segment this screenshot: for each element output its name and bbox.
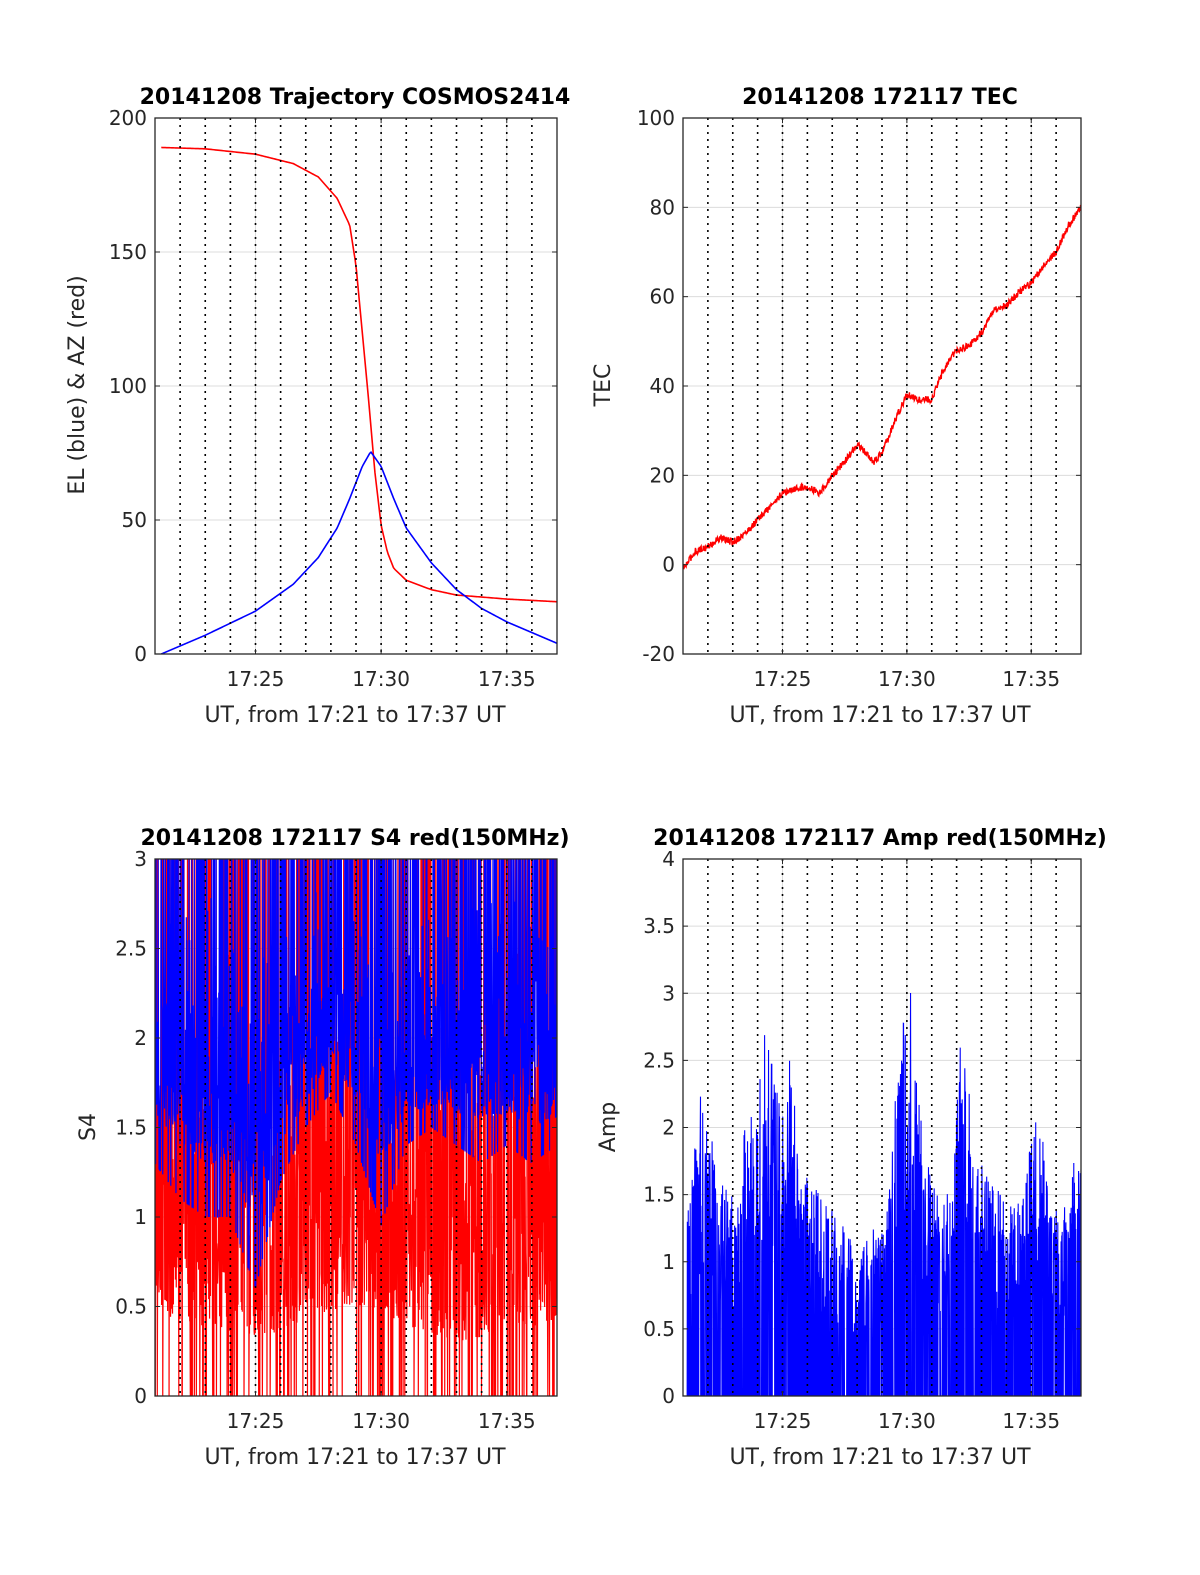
s4-panel: 0 0.5 1 1.5 2 2.5 3 17:25 17:30 17:35 20141208 17… [76,826,570,1470]
series-line-amp [686,993,1081,1396]
x-tick-label: 17:30 [352,1409,410,1433]
y-tick-label: 0 [134,642,147,666]
chart-title: 20141208 Trajectory COSMOS2414 [140,85,571,110]
x-tick-label: 17:25 [227,1409,285,1433]
y-axis-label: S4 [76,1113,101,1141]
x-axis-label: UT, from 17:21 to 17:37 UT [729,703,1031,728]
x-tick-label: 17:35 [1002,1409,1060,1433]
y-tick-label: 20 [650,463,675,487]
y-axis-label: EL (blue) & AZ (red) [65,275,90,494]
y-tick-label: 60 [650,285,675,309]
y-tick-label: 2.5 [115,937,147,961]
y-axis-label: Amp [596,1102,621,1152]
y-tick-label: 1.5 [115,1116,147,1140]
y-tick-label: -20 [642,642,675,666]
y-tick-label: 3 [662,981,675,1005]
y-tick-label: 100 [637,106,675,130]
x-axis-label: UT, from 17:21 to 17:37 UT [204,703,506,728]
y-tick-label: 0 [662,553,675,577]
x-tick-label: 17:35 [478,1409,536,1433]
chart-title: 20141208 172117 Amp red(150MHz) [653,826,1107,851]
x-tick-label: 17:25 [754,667,812,691]
x-tick-label: 17:30 [352,667,410,691]
y-tick-label: 1.5 [643,1183,675,1207]
x-tick-label: 17:30 [878,1409,936,1433]
series-line-azimuth [161,146,557,603]
y-tick-label: 100 [109,374,147,398]
y-tick-label: 50 [122,508,147,532]
y-tick-label: 0 [134,1384,147,1408]
y-tick-label: 40 [650,374,675,398]
series-line-elevation [160,450,557,654]
trajectory-panel: 0 50 100 150 200 17:25 17:30 17:35 20141208 Tra… [65,85,570,728]
y-tick-label: 4 [662,847,675,871]
x-tick-label: 17:30 [878,667,936,691]
y-tick-label: 2 [662,1116,675,1140]
y-tick-label: 1 [134,1205,147,1229]
y-axis-label: TEC [591,364,616,408]
y-tick-label: 0.5 [115,1295,147,1319]
tec-panel: -20 0 20 40 60 80 100 17:25 17:30 17:35 20141208 … [591,85,1082,728]
y-tick-label: 1 [662,1250,675,1274]
y-tick-label: 3.5 [643,914,675,938]
y-tick-label: 3 [134,847,147,871]
y-tick-label: 150 [109,240,147,264]
chart-title: 20141208 172117 S4 red(150MHz) [140,826,569,851]
y-tick-label: 0 [662,1384,675,1408]
y-tick-label: 2 [134,1026,147,1050]
x-tick-label: 17:35 [1002,667,1060,691]
y-tick-label: 2.5 [643,1048,675,1072]
y-tick-label: 0.5 [643,1317,675,1341]
y-tick-label: 200 [109,106,147,130]
chart-title: 20141208 172117 TEC [742,85,1018,110]
x-axis-label: UT, from 17:21 to 17:37 UT [204,1445,506,1470]
series-line-s4-blue [155,859,557,1288]
amp-panel: 0 0.5 1 1.5 2 2.5 3 3.5 4 17:25 17:30 17:35 2014120… [596,826,1107,1470]
x-tick-label: 17:25 [227,667,285,691]
x-tick-label: 17:35 [478,667,536,691]
x-tick-label: 17:25 [754,1409,812,1433]
x-axis-label: UT, from 17:21 to 17:37 UT [729,1445,1031,1470]
y-tick-label: 80 [650,195,675,219]
